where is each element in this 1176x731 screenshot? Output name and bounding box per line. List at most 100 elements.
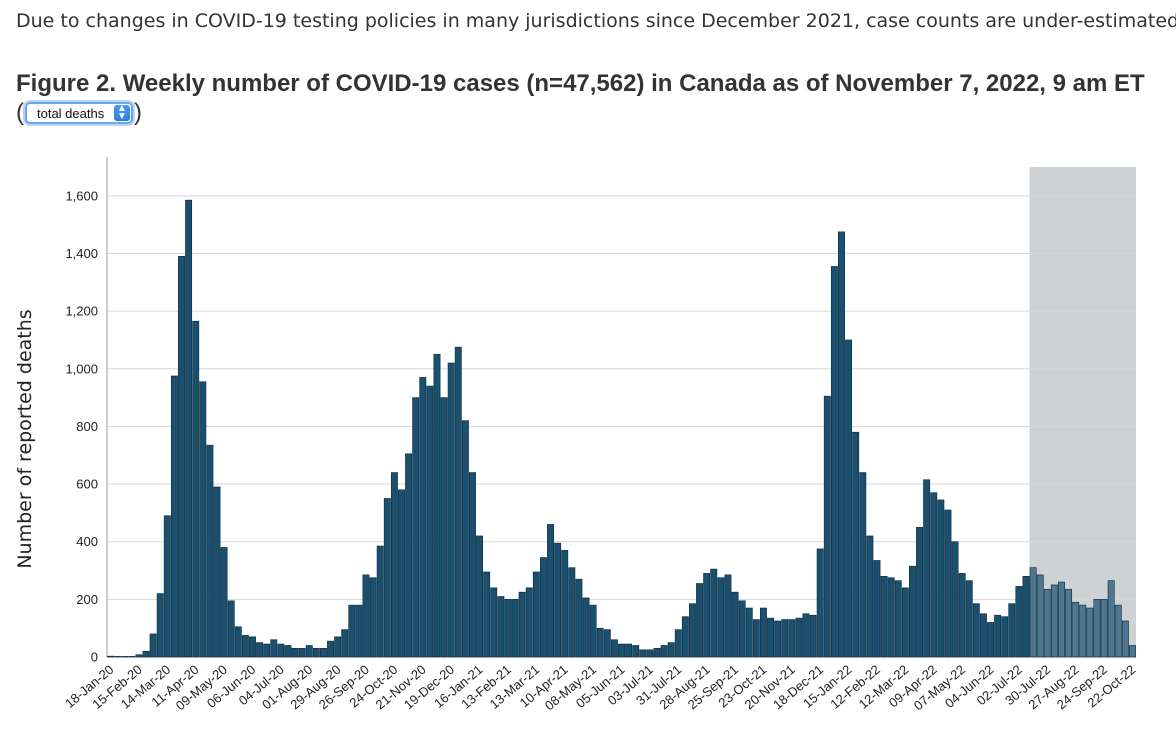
bar [937,499,945,658]
bar [298,648,306,658]
bar [334,636,342,658]
provisional-shaded-region [1029,167,1136,657]
bar [1036,574,1044,658]
bar [575,578,583,658]
y-axis-title: Number of reported deaths [14,309,36,568]
bar [440,397,448,658]
bar [646,649,654,658]
bar [802,613,810,658]
bar [497,596,505,658]
metric-selector-group: ( total deaths ▲ ▼ ) [16,99,142,127]
bar [369,577,377,658]
bar [987,622,994,658]
bar [433,354,441,658]
bar [213,486,221,658]
bar [461,420,469,658]
bar [838,231,845,658]
bar [653,648,661,658]
bar [887,577,895,658]
y-tick-label: 600 [76,477,98,492]
bar [327,640,334,658]
bar [426,385,434,658]
bar [1107,580,1115,658]
bar [1015,586,1023,658]
bar [206,444,214,658]
bar [816,548,824,658]
bar [135,654,143,658]
bar [1121,620,1129,658]
bar [632,645,640,658]
bar [114,656,122,658]
y-tick-label: 1,200 [65,304,98,319]
bar [291,648,299,658]
bar [589,604,597,658]
bar [341,629,349,658]
bar [724,574,732,658]
bar [965,580,973,658]
bar [490,587,498,658]
bar [823,395,831,658]
bar [972,603,980,658]
bar [390,472,398,658]
bar [383,498,391,658]
bar [419,377,427,658]
y-tick-label: 1,000 [65,361,98,376]
bar [270,639,278,658]
bar [376,545,384,658]
bar [681,616,689,658]
bar [1058,581,1065,658]
bar [994,614,1002,658]
bar [142,650,150,658]
bar [412,397,420,658]
bar [532,571,540,658]
bar [156,593,164,658]
bar [795,617,803,658]
testing-policy-notice: Due to changes in COVID-19 testing polic… [16,10,1176,32]
bar [951,541,959,658]
bar [277,643,285,658]
bar [944,509,952,658]
bar [859,472,867,658]
bar [1008,603,1016,658]
bar [1050,584,1058,658]
bar [710,568,718,658]
bar [454,346,462,658]
bar [263,643,271,658]
bar [178,256,185,658]
bar [866,535,874,658]
bar [689,603,696,658]
bar [752,619,760,658]
bar [121,656,129,658]
bar [1079,604,1087,658]
y-tick-label: 200 [76,592,98,607]
bar [845,339,853,658]
bar [596,627,604,658]
bar [476,535,484,658]
bar [894,580,902,658]
bar [1065,588,1073,658]
weekly-deaths-chart: 02004006008001,0001,2001,4001,60018-Jan-… [14,157,1138,713]
bar [1022,575,1030,658]
close-paren: ) [134,99,142,126]
metric-select[interactable]: total deaths ▲ ▼ [25,102,133,124]
bar [774,620,782,658]
bar [539,557,547,658]
bar [916,526,924,658]
bar [738,600,746,658]
bar [703,573,711,658]
bar [930,492,938,658]
bar [901,587,909,658]
bar [809,614,817,658]
bar [582,597,590,658]
bar [610,639,618,658]
bar [362,574,370,658]
bar [319,648,327,658]
bar [909,565,916,658]
y-tick-label: 0 [91,650,98,665]
bar [852,431,860,658]
bar [483,571,491,658]
bar [107,655,114,658]
bar [625,643,633,658]
y-tick-label: 1,600 [65,188,98,203]
bar [192,320,200,658]
